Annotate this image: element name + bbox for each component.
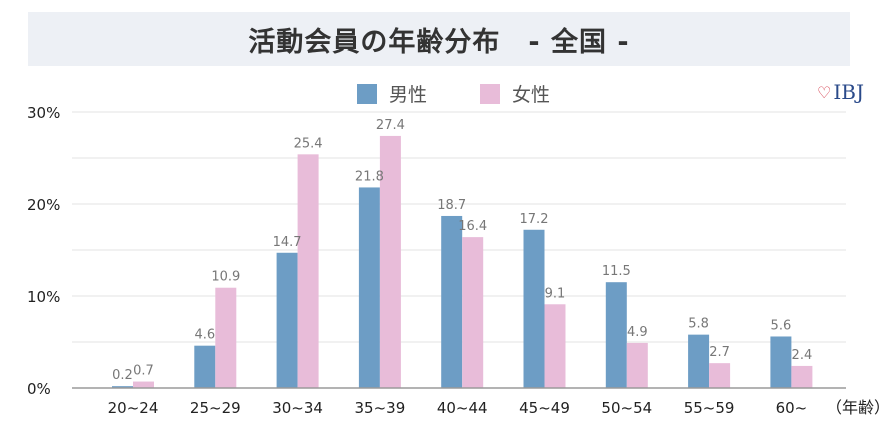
data-label-female: 0.7 bbox=[133, 364, 154, 379]
legend-item-male: 男性 bbox=[357, 80, 427, 107]
data-label-male: 5.6 bbox=[771, 318, 792, 333]
legend-item-female: 女性 bbox=[480, 80, 550, 107]
data-label-female: 9.1 bbox=[545, 286, 566, 301]
x-tick-label: 55~59 bbox=[684, 399, 735, 417]
bar-male bbox=[112, 386, 133, 388]
data-label-female: 2.7 bbox=[709, 345, 730, 360]
bar-male bbox=[276, 252, 298, 388]
bar-female bbox=[791, 365, 813, 388]
chart-title: 活動会員の年齢分布 - 全国 - bbox=[248, 26, 630, 58]
data-label-male: 17.2 bbox=[520, 212, 549, 227]
x-tick-label: 30~34 bbox=[272, 399, 323, 417]
data-label-female: 10.9 bbox=[211, 270, 240, 285]
legend-swatch-female bbox=[480, 83, 500, 104]
x-tick-label: 40~44 bbox=[437, 399, 488, 417]
bar-female bbox=[215, 287, 237, 388]
x-tick-label: 45~49 bbox=[519, 399, 570, 417]
data-label-male: 4.6 bbox=[194, 328, 215, 343]
x-tick-label: 35~39 bbox=[355, 399, 406, 417]
bar-female bbox=[297, 154, 319, 388]
legend-label-male: 男性 bbox=[389, 84, 428, 106]
x-tick-label: 60~ bbox=[776, 399, 808, 417]
y-tick-label: 0% bbox=[27, 380, 51, 398]
x-tick-label: 25~29 bbox=[190, 399, 241, 417]
data-label-male: 11.5 bbox=[602, 264, 631, 279]
data-label-male: 14.7 bbox=[273, 235, 302, 250]
y-tick-label: 10% bbox=[27, 288, 60, 306]
bar-male bbox=[770, 336, 792, 388]
bar-female bbox=[379, 135, 401, 388]
brand-text: IBJ bbox=[833, 80, 864, 104]
x-tick-label: 20~24 bbox=[108, 399, 159, 417]
bar-male bbox=[605, 282, 627, 388]
data-label-female: 25.4 bbox=[294, 136, 323, 151]
data-label-female: 4.9 bbox=[627, 325, 648, 340]
x-tick-label: 50~54 bbox=[601, 399, 652, 417]
data-label-female: 2.4 bbox=[792, 348, 813, 363]
bar-male bbox=[358, 187, 380, 388]
bar-female bbox=[626, 342, 648, 388]
x-axis-label: （年齢） bbox=[826, 398, 886, 417]
bar-male bbox=[194, 345, 216, 388]
title-band: 活動会員の年齢分布 - 全国 - bbox=[28, 12, 850, 66]
bar-male bbox=[688, 334, 710, 388]
bar-male bbox=[441, 215, 463, 388]
data-label-female: 16.4 bbox=[458, 219, 487, 234]
data-label-male: 5.8 bbox=[688, 317, 709, 332]
heart-icon: ♡ bbox=[817, 82, 832, 102]
brand-logo: ♡ IBJ bbox=[817, 80, 864, 104]
bar-male bbox=[523, 229, 545, 388]
bar-female bbox=[462, 237, 484, 388]
legend-label-female: 女性 bbox=[512, 84, 551, 106]
data-label-female: 27.4 bbox=[376, 118, 405, 133]
legend-swatch-male bbox=[357, 83, 377, 104]
y-tick-label: 20% bbox=[27, 196, 60, 214]
y-tick-label: 30% bbox=[27, 104, 60, 122]
bar-female bbox=[709, 363, 731, 388]
data-label-male: 18.7 bbox=[437, 198, 466, 213]
bar-female bbox=[133, 381, 154, 388]
bar-female bbox=[544, 304, 566, 388]
legend: 男性 女性 bbox=[0, 80, 886, 107]
data-label-male: 0.2 bbox=[112, 368, 133, 383]
data-label-male: 21.8 bbox=[355, 169, 384, 184]
